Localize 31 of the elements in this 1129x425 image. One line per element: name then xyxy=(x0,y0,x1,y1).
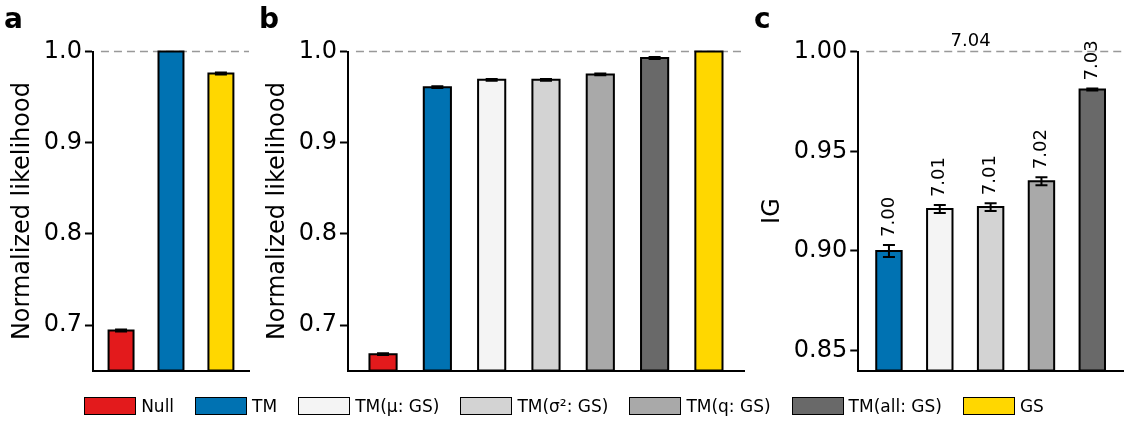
legend-label: TM(μ: GS) xyxy=(355,396,440,416)
chart-title: a xyxy=(4,2,23,36)
annotation: 7.04 xyxy=(950,29,991,51)
legend-label: GS xyxy=(1019,396,1044,416)
annotation: 7.02 xyxy=(1029,129,1051,170)
y-tick-label: 1.0 xyxy=(43,35,82,64)
legend-label: TM(all: GS) xyxy=(848,396,942,416)
y-axis-title: Normalized likelihood xyxy=(6,82,35,341)
y-tick-label: 0.7 xyxy=(43,309,82,338)
legend-label: TM(q: GS) xyxy=(686,396,771,416)
annotation: 7.03 xyxy=(1079,40,1101,81)
y-tick-label: 0.8 xyxy=(43,218,82,247)
y-tick-label: 0.9 xyxy=(43,126,82,155)
chart-title: c xyxy=(754,2,771,36)
annotation: 7.01 xyxy=(978,155,1000,196)
y-tick-label: 0.85 xyxy=(793,334,848,363)
annotation: 7.01 xyxy=(927,157,949,198)
annotation: 7.00 xyxy=(876,196,898,237)
y-tick-label: 1.00 xyxy=(793,35,848,64)
legend-label: TM(σ²: GS) xyxy=(517,396,609,416)
legend-label: TM xyxy=(252,396,278,416)
y-axis-title: IG xyxy=(756,198,785,224)
chart-title: b xyxy=(259,2,280,36)
y-tick-label: 0.9 xyxy=(298,126,337,155)
y-tick-label: 0.90 xyxy=(793,235,848,264)
y-tick-label: 0.7 xyxy=(298,309,337,338)
y-axis-title: Normalized likelihood xyxy=(261,82,290,341)
y-tick-label: 0.95 xyxy=(793,135,848,164)
y-tick-label: 0.8 xyxy=(298,218,337,247)
y-tick-label: 1.0 xyxy=(298,35,337,64)
legend-label: Null xyxy=(141,396,175,416)
